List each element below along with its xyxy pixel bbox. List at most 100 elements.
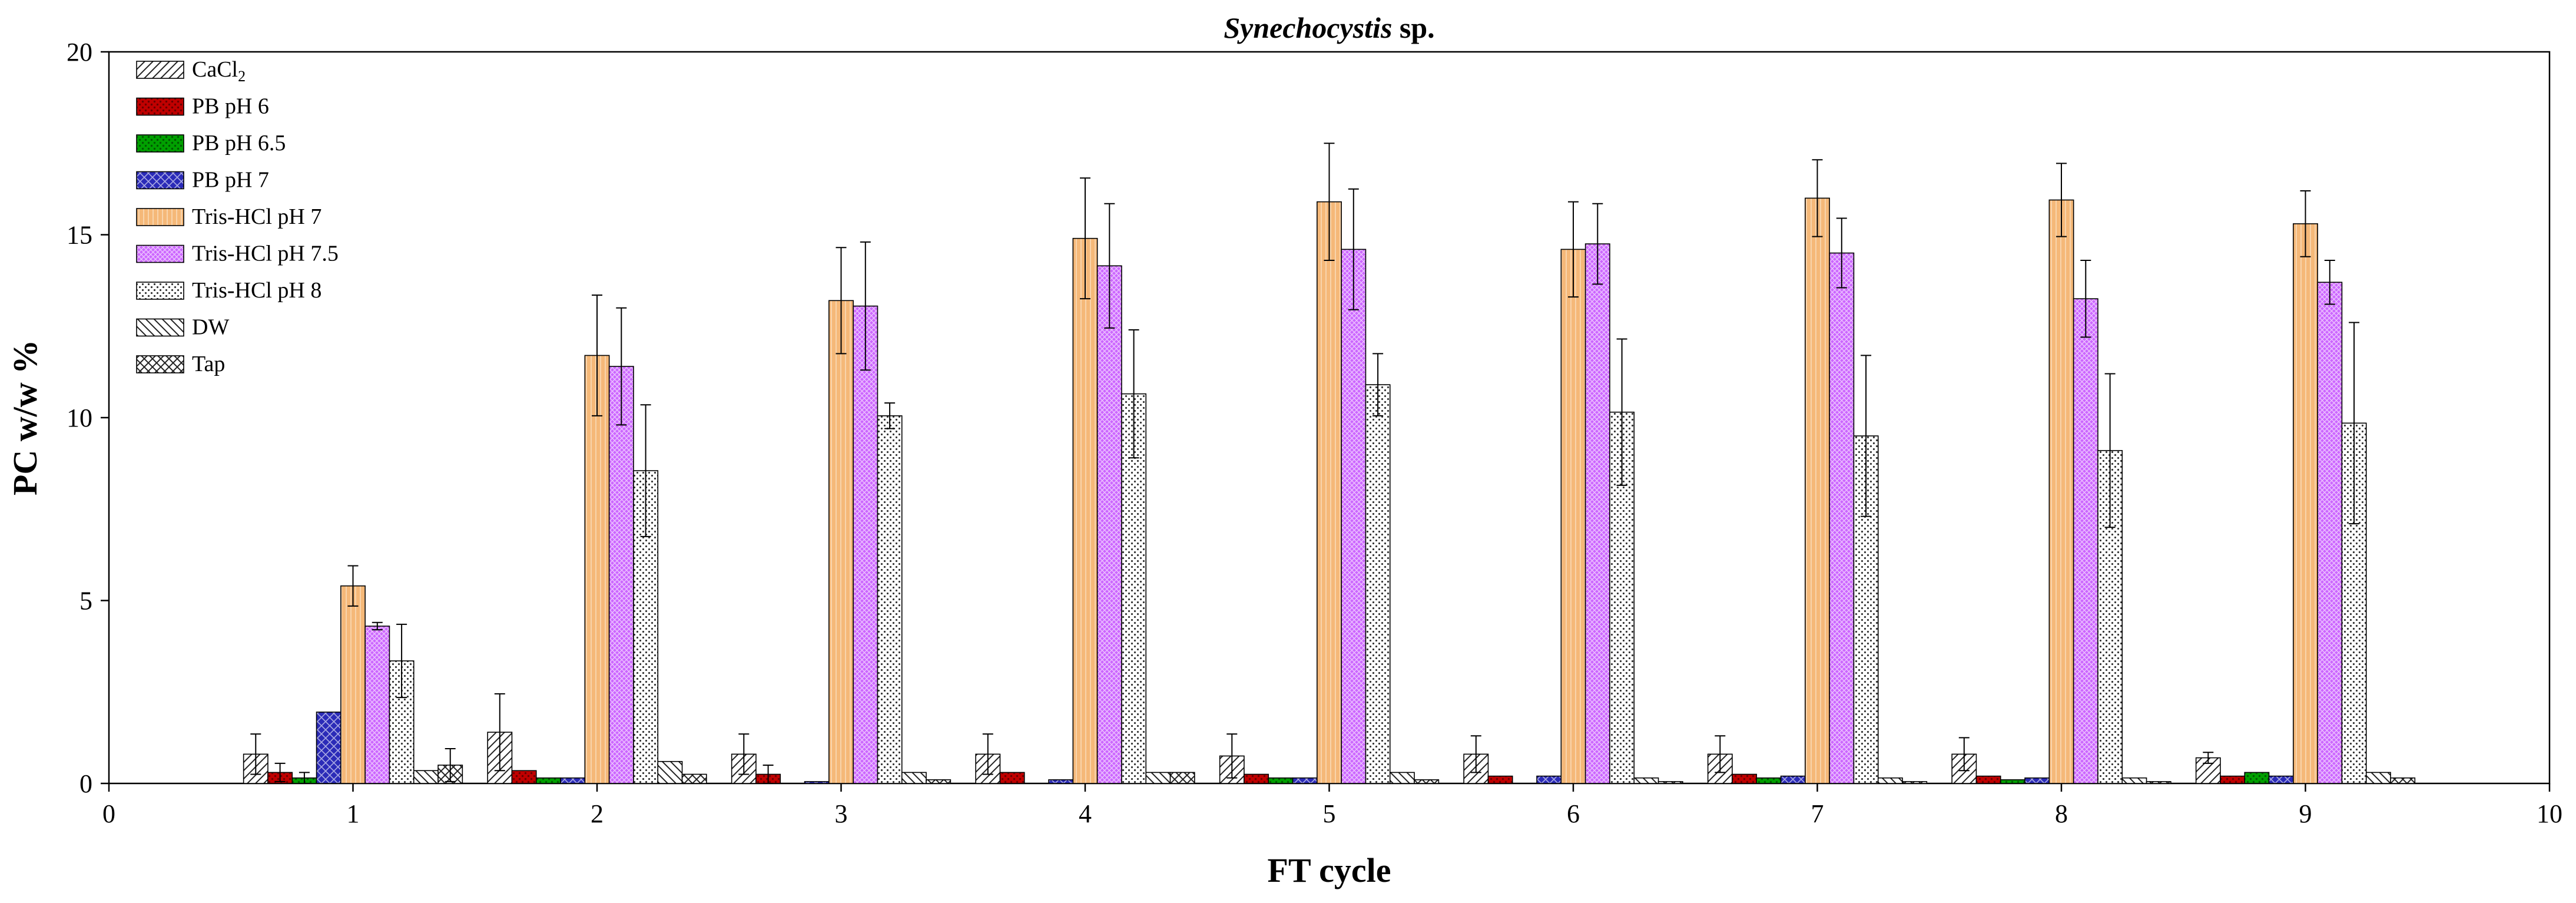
bar-tap-cycle-9 [2390,777,2416,784]
bar-pb-ph-7-cycle-6 [1536,775,1562,784]
legend: CaCl2 PB pH 6 PB pH 6.5 PB pH 7 Tris-HCl pH … [136,57,339,376]
bar-tap-cycle-6 [1657,781,1683,784]
bar-tris-hcl-ph-7.5-cycle-1 [364,626,390,784]
bar-pb-ph-6-cycle-5 [1244,773,1269,784]
legend-swatch-3 [136,134,184,153]
chart-title: Synechocystis sp. [1224,11,1434,44]
legend-label-7: Tris-HCl pH 8 [192,278,321,303]
x-tick-label: 1 [347,799,360,828]
legend-swatch-9 [136,355,184,373]
legend-swatch-1 [136,61,184,79]
legend-label-4: PB pH 7 [192,168,269,193]
legend-swatch-6 [136,244,184,263]
bar-pb-ph-6-cycle-4 [999,772,1025,784]
bar-pb-ph-7-cycle-2 [560,777,586,784]
legend-label-subscript: 2 [238,68,246,85]
x-tick-label: 3 [835,799,848,828]
bar-tris-hcl-ph-7.5-cycle-3 [853,305,878,784]
bar-tris-hcl-ph-7.5-cycle-5 [1341,249,1367,784]
bar-dw-cycle-3 [901,772,927,784]
bar-pb-ph-7-cycle-8 [2024,777,2050,784]
x-tick-label: 10 [2537,799,2562,828]
bar-tris-hcl-ph-7.5-cycle-9 [2317,282,2343,784]
bar-tris-hcl-ph-7.5-cycle-8 [2073,298,2098,784]
bar-tris-hcl-ph-7.5-cycle-4 [1096,265,1122,784]
x-tick-label: 6 [1567,799,1580,828]
bar-tris-hcl-ph-7.5-cycle-7 [1829,252,1855,784]
y-tick-label: 20 [67,38,92,67]
chart-title-italic: Synechocystis [1224,11,1392,44]
x-tick-label: 4 [1079,799,1092,828]
bar-tris-hcl-ph-8-cycle-4 [1121,393,1147,784]
bar-tap-cycle-7 [1902,781,1928,784]
x-tick-label: 2 [591,799,604,828]
bar-tris-hcl-ph-7-cycle-1 [340,585,366,784]
bar-pb-ph-6-cycle-8 [1975,775,2001,784]
chart-title-rest: sp. [1392,11,1434,44]
bar-pb-ph-6-cycle-6 [1487,775,1513,784]
legend-label-8: DW [192,315,229,340]
bar-tris-hcl-ph-7-cycle-4 [1072,237,1098,784]
bar-tris-hcl-ph-8-cycle-2 [633,470,659,784]
bar-dw-cycle-7 [1877,777,1903,784]
bar-tris-hcl-ph-7-cycle-8 [2048,199,2074,784]
bar-tris-hcl-ph-7-cycle-3 [828,300,854,784]
bar-pb-ph-6.5-cycle-9 [2244,772,2270,784]
bar-tris-hcl-ph-8-cycle-5 [1365,384,1391,784]
bar-dw-cycle-4 [1145,772,1171,784]
bar-pb-ph-7-cycle-4 [1048,779,1074,784]
legend-label-9: Tap [192,352,225,376]
legend-swatch-5 [136,208,184,226]
bar-pb-ph-6-cycle-2 [511,770,537,784]
legend-swatch-8 [136,318,184,337]
bar-tris-hcl-ph-7-cycle-5 [1317,201,1342,784]
bar-pb-ph-7-cycle-5 [1292,777,1318,784]
bar-tap-cycle-3 [926,779,952,784]
bar-tris-hcl-ph-7-cycle-7 [1805,197,1830,784]
y-tick-label: 15 [67,221,92,250]
y-axis-title: PC w/w % [6,340,44,495]
bar-tris-hcl-ph-7-cycle-2 [584,355,610,784]
bar-dw-cycle-1 [413,770,439,784]
bar-pb-ph-6-cycle-9 [2220,775,2246,784]
bar-dw-cycle-9 [2365,772,2391,784]
y-tick-label: 10 [67,403,92,432]
bar-dw-cycle-8 [2121,777,2147,784]
bar-tris-hcl-ph-7.5-cycle-2 [608,366,634,784]
x-axis-title: FT cycle [1268,851,1391,889]
bar-tap-cycle-5 [1414,779,1440,784]
bar-dw-cycle-5 [1389,772,1415,784]
bar-pb-ph-6.5-cycle-5 [1268,777,1294,784]
x-tick-label: 8 [2055,799,2068,828]
x-tick-label: 5 [1323,799,1336,828]
bar-pb-ph-7-cycle-7 [1780,775,1806,784]
legend-label-5: Tris-HCl pH 7 [192,204,321,229]
bar-pb-ph-6-cycle-7 [1732,773,1758,784]
legend-swatch-2 [136,97,184,116]
bar-pb-ph-7-cycle-3 [804,781,830,784]
y-tick-label: 0 [79,769,92,798]
bar-pb-ph-6.5-cycle-8 [2000,779,2025,784]
legend-label-main: CaCl [192,57,238,82]
x-tick-label: 0 [102,799,115,828]
bar-pb-ph-7-cycle-1 [316,712,342,784]
legend-label-1: CaCl2 [192,57,246,85]
bar-tap-cycle-8 [2146,781,2171,784]
bar-tris-hcl-ph-7-cycle-9 [2293,223,2318,784]
bar-pb-ph-6.5-cycle-7 [1756,777,1782,784]
bar-tris-hcl-ph-8-cycle-3 [877,415,903,784]
bar-tris-hcl-ph-7-cycle-6 [1560,249,1586,784]
x-tick-label: 7 [1811,799,1824,828]
legend-label-3: PB pH 6.5 [192,131,286,156]
legend-label-6: Tris-HCl pH 7.5 [192,242,339,266]
bar-tap-cycle-4 [1169,772,1195,784]
legend-swatch-4 [136,171,184,190]
bar-pb-ph-6.5-cycle-2 [535,777,561,784]
x-tick-label: 9 [2299,799,2312,828]
bar-pb-ph-7-cycle-9 [2268,775,2294,784]
bar-tap-cycle-2 [681,773,707,784]
legend-swatch-7 [136,282,184,300]
legend-label-2: PB pH 6 [192,94,269,119]
